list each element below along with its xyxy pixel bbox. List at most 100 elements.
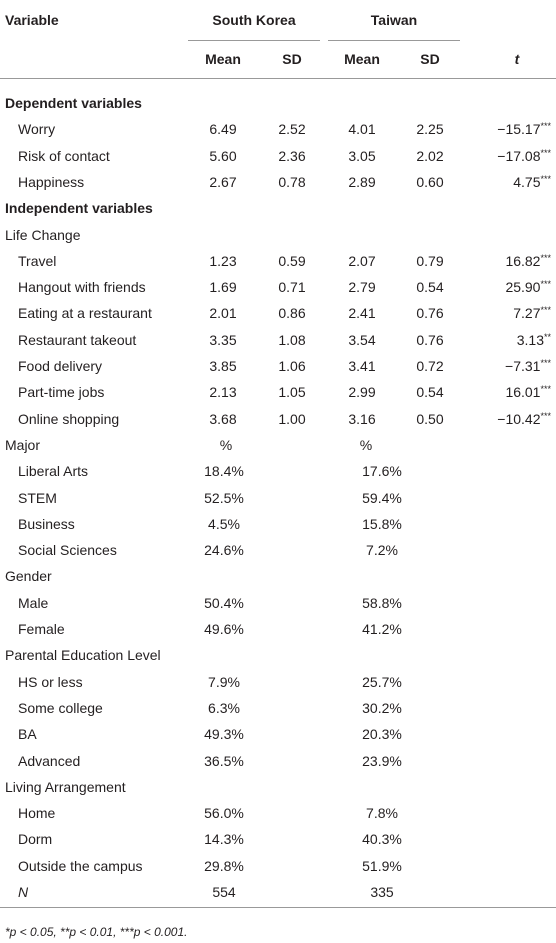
cell-value: 0.60 [416,173,444,190]
row-label: Business [18,515,75,532]
cell-value: 2.89 [348,173,376,190]
footnote: *p < 0.05, **p < 0.01, ***p < 0.001. [5,925,188,939]
cell-value: 17.6% [362,463,402,480]
cell-value: 335 [370,884,394,900]
t-value: 25.90 [505,279,541,296]
cell-value: 25.7% [362,673,402,690]
cell-value: 0.59 [278,252,306,269]
significance: *** [540,305,551,316]
cell-value: 1.05 [278,384,306,401]
cell-value: 0.54 [416,279,444,296]
unit-header: % [219,436,233,453]
row-label: Home [18,805,56,822]
bottom-rule [0,907,556,908]
block-title: Major [5,436,41,453]
row-label: Risk of contact [18,147,110,164]
column-header: Variable [5,12,59,28]
t-cell: −15.17*** [497,120,551,138]
cell-value: 40.3% [362,831,402,848]
row-label: HS or less [18,673,83,690]
cell-value: 0.79 [416,252,444,269]
t-cell: 16.01*** [505,383,551,401]
row-label: Social Sciences [18,542,117,559]
group-rule [188,40,320,41]
cell-value: 2.13 [209,384,237,401]
row-label: Part-time jobs [18,384,105,401]
cell-value: 6.49 [209,121,237,138]
cell-value: 0.50 [416,410,444,427]
row-label: STEM [18,489,57,506]
row-label: Advanced [18,752,81,769]
section-title: Independent variables [5,200,153,217]
cell-value: 2.36 [278,147,306,164]
cell-value: 2.02 [416,147,444,164]
cell-value: 56.0% [204,805,244,822]
t-value: −15.17 [497,121,541,138]
cell-value: 59.4% [362,489,402,506]
row-label: Food delivery [18,358,103,374]
cell-value: 1.23 [209,252,237,269]
row-label: Worry [18,121,56,138]
cell-value: 2.67 [209,173,237,190]
cell-value: 30.2% [362,699,402,716]
cell-value: 52.5% [204,489,244,506]
t-value: 7.27 [513,305,541,322]
cell-value: 2.99 [348,384,376,401]
significance: *** [540,410,551,421]
cell-value: 2.25 [416,121,444,138]
t-cell: 3.13** [517,331,551,349]
significance: *** [540,147,551,158]
cell-value: 24.6% [204,542,244,559]
row-label: Eating at a restaurant [18,305,152,322]
row-label: Female [18,621,65,637]
cell-value: 2.01 [209,305,237,322]
cell-value: 3.16 [348,410,376,427]
section-title: Dependent variables [5,95,142,111]
cell-value: 7.8% [366,805,398,822]
t-cell: 16.82*** [505,252,551,270]
significance: *** [540,252,551,263]
cell-value: 3.41 [348,358,376,374]
t-value: 16.01 [505,384,541,401]
cell-value: 41.2% [362,621,402,637]
cell-value: 0.76 [416,331,444,348]
block-title: Living Arrangement [5,778,126,795]
t-cell: −10.42*** [497,410,551,428]
row-label: Happiness [18,173,85,190]
cell-value: 2.79 [348,279,376,296]
t-cell: 7.27*** [513,304,551,322]
significance: *** [540,173,551,184]
cell-value: 1.69 [209,279,237,296]
row-label: Liberal Arts [18,463,89,480]
cell-value: 36.5% [204,752,244,769]
cell-value: 4.01 [348,121,376,138]
column-header: Mean [205,51,241,67]
cell-value: 0.72 [416,358,444,374]
cell-value: 0.78 [278,173,306,190]
group-header: Taiwan [370,12,418,28]
unit-header: % [359,436,373,453]
cell-value: 6.3% [208,699,240,716]
cell-value: 49.6% [204,621,244,637]
significance: *** [540,358,551,368]
cell-value: 2.07 [348,252,376,269]
significance: *** [540,121,551,132]
significance: *** [540,384,551,395]
t-value: 16.82 [505,252,541,269]
row-label: Dorm [18,831,53,848]
row-label: Restaurant takeout [18,331,137,348]
cell-value: 0.54 [416,384,444,401]
block-title: Parental Education Level [5,647,161,664]
cell-value: 3.54 [348,331,376,348]
cell-value: 50.4% [204,594,244,611]
cell-value: 2.52 [278,121,306,138]
cell-value: 15.8% [362,515,402,532]
column-header: Mean [344,51,380,67]
column-header: t [514,51,520,67]
header-rule [0,78,556,79]
cell-value: 29.8% [204,857,244,874]
cell-value: 3.35 [209,331,237,348]
cell-value: 0.76 [416,305,444,322]
row-label: Travel [18,252,57,269]
block-title: Life Change [5,226,81,243]
